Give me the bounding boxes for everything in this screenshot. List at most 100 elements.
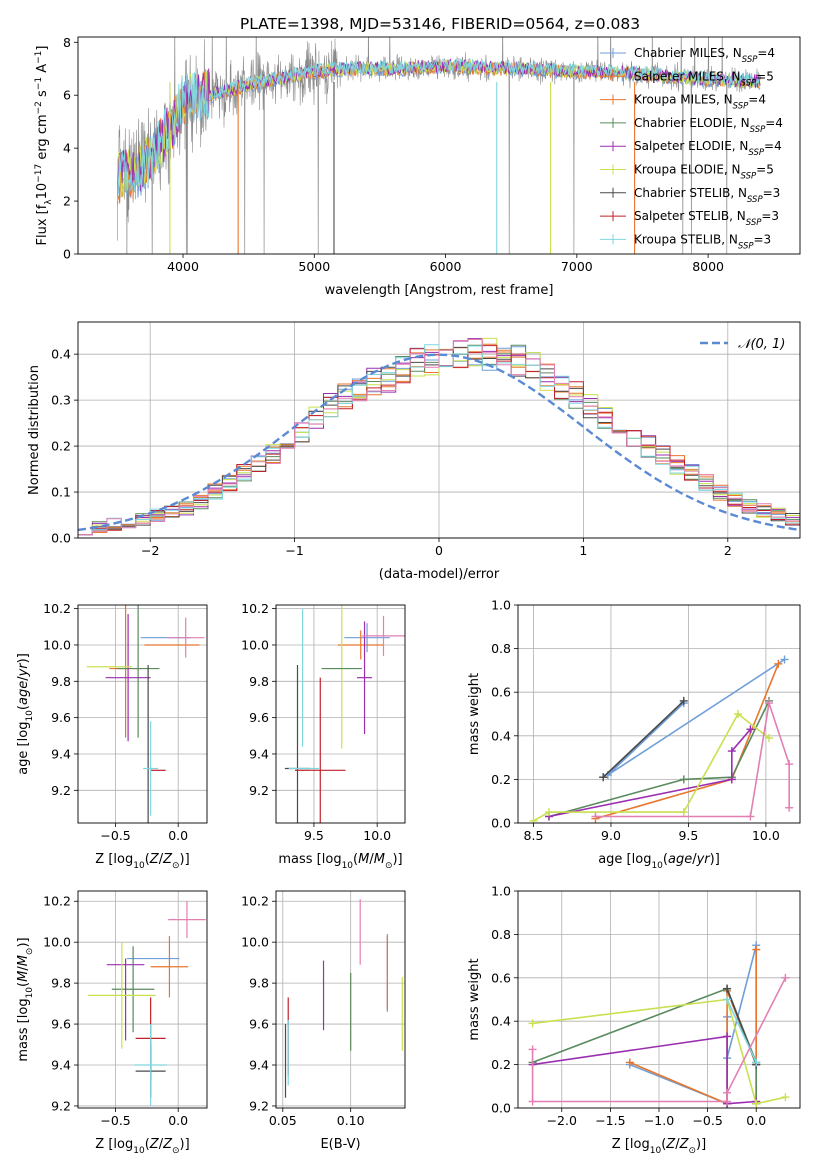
legend-entry: Kroupa ELODIE, NSSP=5: [600, 163, 774, 182]
x-tick-label: −1: [285, 543, 303, 558]
axes-frame: [275, 604, 406, 824]
legend-entry: Chabrier STELIB, NSSP=3: [600, 186, 780, 205]
x-tick-label: 9.5: [678, 828, 698, 843]
axes-frame: [77, 890, 208, 1109]
x-tick-label: −1.5: [595, 1113, 625, 1128]
series-line: [548, 700, 770, 818]
legend-entry: Kroupa STELIB, NSSP=3: [600, 232, 771, 251]
panel-spectrum: 4000 5000 6000 7000 8000 0 2 4 6 8 wavelength [Ang…: [34, 35, 801, 298]
y-tick-label: 8: [63, 35, 71, 50]
legend-entry: Chabrier ELODIE, NSSP=4: [600, 116, 783, 135]
legend-label: Chabrier MILES, NSSP=4: [634, 46, 775, 65]
y-axis-label: mass weight: [467, 673, 482, 755]
series-line: [548, 728, 752, 818]
y-tick-label: 10.2: [241, 894, 269, 909]
y-tick-label: 0.0: [491, 1101, 511, 1116]
error-bar: [356, 621, 373, 734]
legend-label: 𝒩(0, 1): [738, 337, 785, 352]
legend-entry: Chabrier MILES, NSSP=4: [600, 46, 775, 65]
error-bar: [344, 623, 390, 653]
x-tick-label: 2: [724, 543, 732, 558]
series-line: [629, 945, 757, 1105]
observed-spectrum: [117, 37, 761, 254]
axes-frame: [77, 604, 208, 824]
mass-weight-series: [599, 696, 688, 782]
y-tick-label: 9.4: [51, 1058, 71, 1073]
y-tick-label: 0.4: [51, 347, 71, 362]
plot-area-mass_vs_Z: [88, 901, 206, 1106]
legend-entry: Kroupa MILES, NSSP=4: [600, 93, 766, 112]
legend-entry: Salpeter ELODIE, NSSP=4: [600, 139, 782, 158]
error-bar: [143, 721, 159, 816]
x-axis-label: Z [log10(Z/Z⊙)]: [95, 1137, 189, 1156]
x-tick-label: 9.5: [304, 828, 324, 843]
y-tick-label: 9.6: [249, 710, 269, 725]
legend-label: Salpeter STELIB, NSSP=3: [634, 209, 779, 228]
x-tick-label: 1: [579, 543, 587, 558]
error-bar: [88, 942, 156, 1049]
plot-area-residuals: [78, 337, 800, 536]
error-bar: [294, 677, 346, 823]
y-tick-label: 6: [63, 88, 71, 103]
y-tick-label: 0.1: [51, 485, 71, 500]
y-tick-label: 0.6: [491, 685, 511, 700]
model-spectrum: [116, 57, 761, 203]
y-tick-label: 10.0: [241, 935, 269, 950]
y-tick-label: 9.4: [249, 746, 269, 761]
y-tick-label: 0.2: [491, 772, 511, 787]
y-tick-label: 0: [63, 247, 71, 262]
plot-area-age_vs_Z: [86, 605, 205, 823]
y-tick-label: 0.8: [491, 927, 511, 942]
legend-entry: Salpeter MILES, NSSP=5: [600, 69, 774, 88]
x-tick-label: 9.0: [601, 828, 621, 843]
x-tick-label: 7000: [561, 259, 593, 274]
x-axis-label: Z [log10(Z/Z⊙)]: [95, 852, 189, 871]
y-tick-label: 4: [63, 141, 71, 156]
y-tick-label: 10.2: [43, 894, 71, 909]
y-axis-label: age [log10(age/yr)]: [16, 653, 35, 775]
y-tick-label: 10.2: [43, 601, 71, 616]
y-tick-label: 1.0: [491, 598, 511, 613]
series-line: [602, 658, 785, 778]
x-tick-label: 0.0: [168, 1113, 188, 1128]
x-axis-label: (data-model)/error: [379, 567, 500, 582]
legend-label: Kroupa ELODIE, NSSP=5: [634, 163, 774, 182]
error-bar: [134, 1024, 167, 1106]
x-tick-label: 0.10: [337, 1113, 365, 1128]
y-tick-label: 0.0: [51, 531, 71, 546]
panel-mass_vs_Z: −0.5 0.0 9.2 9.4 9.6 9.8 10.0 10.2 Z [log10(Z/Z⊙…: [16, 890, 208, 1156]
y-tick-label: 9.2: [51, 1098, 71, 1113]
y-tick-label: 9.2: [249, 1098, 269, 1113]
x-tick-label: 10.0: [363, 828, 391, 843]
axes-frame: [275, 890, 406, 1109]
plot-area-spectrum: [116, 37, 761, 254]
plot-area-massweight_vs_age: [529, 655, 794, 823]
x-tick-label: 8.5: [524, 828, 544, 843]
y-tick-label: 0.0: [491, 816, 511, 831]
figure-title: PLATE=1398, MJD=53146, FIBERID=0564, z=0…: [240, 15, 640, 33]
axes-frame: [77, 36, 801, 255]
y-tick-label: 9.8: [249, 976, 269, 991]
legend-label: Chabrier STELIB, NSSP=3: [634, 186, 780, 205]
series-line: [726, 999, 757, 1063]
mass-weight-series: [723, 984, 761, 1069]
mass-weight-series: [591, 699, 794, 821]
error-bar: [168, 901, 206, 939]
legend-label: Kroupa MILES, NSSP=4: [634, 93, 766, 112]
error-bar: [362, 615, 405, 656]
y-tick-label: 0.4: [491, 728, 511, 743]
series-line: [532, 1035, 757, 1105]
y-axis-label: mass weight: [467, 958, 482, 1040]
x-axis-label: mass [log10(M/M⊙)]: [278, 852, 402, 871]
y-tick-label: 10.2: [241, 601, 269, 616]
y-tick-label: 0.8: [491, 641, 511, 656]
y-axis-label: Normed distribution: [27, 365, 42, 495]
x-tick-label: −0.5: [100, 828, 130, 843]
x-tick-label: −0.5: [100, 1113, 130, 1128]
y-tick-label: 2: [63, 194, 71, 209]
error-bar: [111, 946, 155, 1033]
series-line: [532, 998, 786, 1105]
x-tick-label: 6000: [430, 259, 462, 274]
error-bar: [150, 936, 189, 998]
